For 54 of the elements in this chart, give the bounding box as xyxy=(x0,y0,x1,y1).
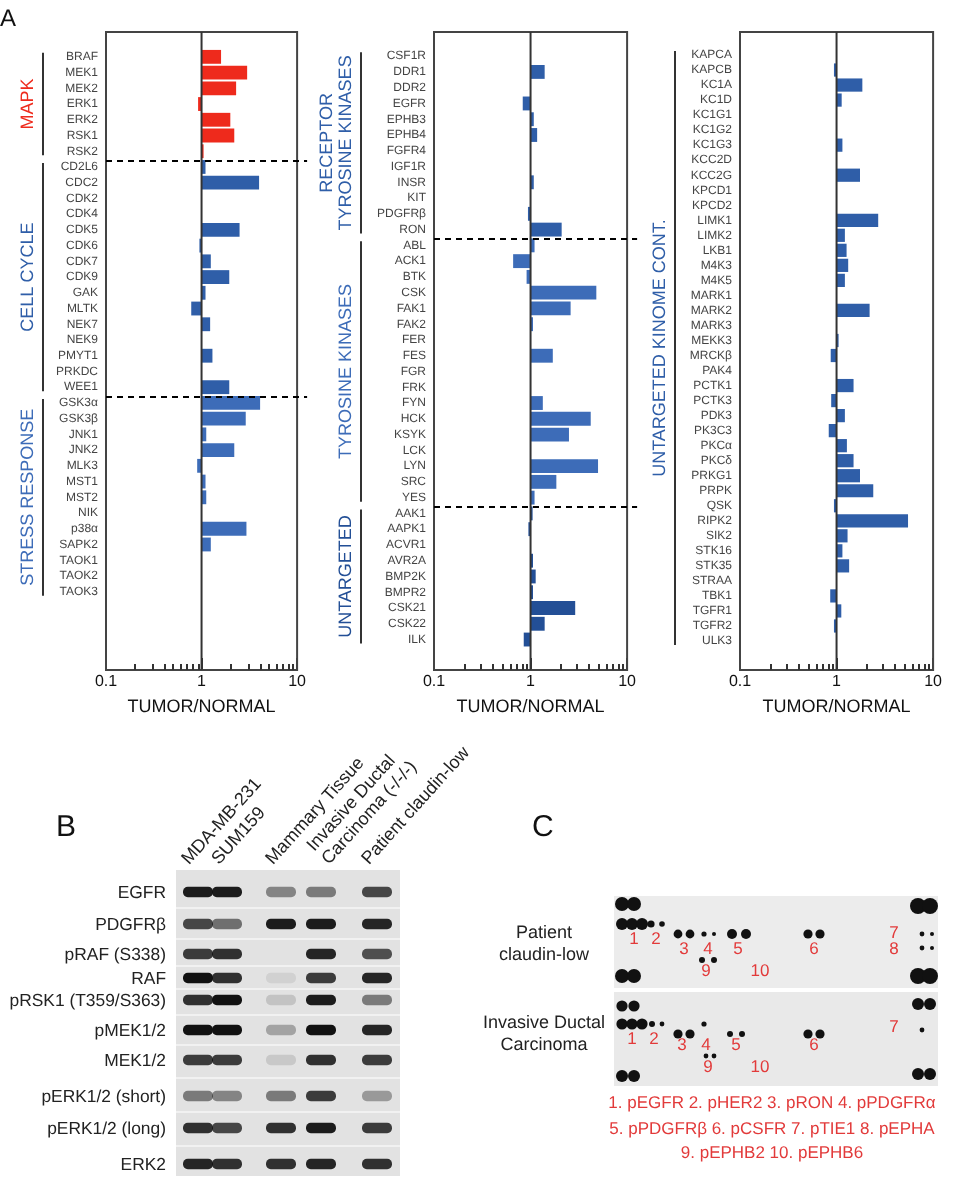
x-axis-title: TUMOR/NORMAL xyxy=(127,696,276,717)
text: pERK1/2 (long) xyxy=(45,1117,166,1139)
x-tick-label: 0.1 xyxy=(94,672,119,691)
text: 6 xyxy=(807,938,821,958)
text: 9 xyxy=(701,1056,715,1076)
text: pERK1/2 (short) xyxy=(39,1085,166,1107)
text: CELL CYCLE xyxy=(16,222,37,332)
x-tick-label: 10 xyxy=(618,672,638,691)
text: 4 xyxy=(701,938,715,958)
text: ERK2 xyxy=(118,1153,166,1175)
text: 10 xyxy=(748,960,772,980)
text: 9 xyxy=(699,960,713,980)
text: MAPK xyxy=(16,78,37,130)
text: 8 xyxy=(887,938,901,958)
text: 2 xyxy=(647,1028,661,1048)
text: pMEK1/2 xyxy=(92,1019,166,1041)
text: 1 xyxy=(625,1028,639,1048)
text: EGFR xyxy=(115,881,166,903)
text: C xyxy=(532,810,554,844)
category-label: Patient claudin-low xyxy=(496,921,592,965)
x-tick-label: 10 xyxy=(288,672,308,691)
x-tick-label: 10 xyxy=(924,672,944,691)
text: 1 xyxy=(627,928,641,948)
x-axis-title: TUMOR/NORMAL xyxy=(456,696,605,717)
text: 6 xyxy=(807,1034,821,1054)
text: RAF xyxy=(129,967,166,989)
text: RECEPTOR TYROSINE KINASES xyxy=(315,55,355,231)
x-axis-title: TUMOR/NORMAL xyxy=(762,696,911,717)
text: pRAF (S338) xyxy=(62,943,166,965)
x-tick-label: 1 xyxy=(197,672,208,691)
text: 4 xyxy=(699,1034,713,1054)
text: UNTARGETED KINOME CONT. xyxy=(648,219,669,477)
text: 3 xyxy=(675,1034,689,1054)
text: MEK1/2 xyxy=(102,1049,166,1071)
x-tick-label: 1 xyxy=(832,672,843,691)
text: 3 xyxy=(677,938,691,958)
text: TYROSINE KINASES xyxy=(334,283,355,460)
text: 1. pEGFR 2. pHER2 3. pRON 4. pPDGFRα 5. pPDGFRβ 6. pCSFR 7. pTIE1 8. pEPHA 9. pEPHB2 10. pEPHB6 xyxy=(606,1090,938,1165)
text: B xyxy=(56,810,77,844)
text: 5 xyxy=(731,938,745,958)
category-label: Invasive Ductal Carcinoma xyxy=(480,1012,608,1056)
text: pRSK1 (T359/S363) xyxy=(7,989,166,1011)
text: STRESS RESPONSE xyxy=(16,408,37,586)
x-tick-label: 0.1 xyxy=(422,672,447,691)
text: 10 xyxy=(748,1056,772,1076)
text: 5 xyxy=(729,1034,743,1054)
text: 7 xyxy=(887,1016,901,1036)
text: UNTARGETED xyxy=(334,514,355,638)
x-tick-label: 1 xyxy=(526,672,537,691)
text: 7 xyxy=(887,922,901,942)
text: 2 xyxy=(649,928,663,948)
text: PDGFRβ xyxy=(93,913,166,935)
x-tick-label: 0.1 xyxy=(728,672,753,691)
chart-title: A xyxy=(0,4,17,32)
